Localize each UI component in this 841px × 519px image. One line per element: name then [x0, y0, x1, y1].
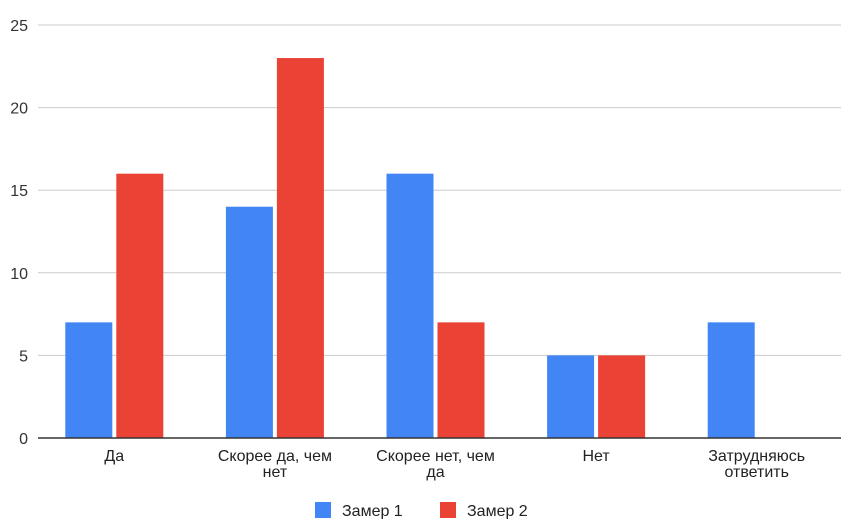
bar-2-4 — [598, 355, 646, 438]
gridlines — [38, 24, 841, 356]
bar-2-2 — [276, 58, 324, 438]
x-tick-label-line: Скорее нет, чем — [376, 448, 495, 465]
legend: Замер 1 Замер 2 — [315, 502, 528, 519]
y-tick-label: 20 — [10, 101, 28, 118]
y-tick-label: 5 — [19, 348, 28, 365]
bar-1-5 — [707, 322, 755, 438]
x-tick-label: Да — [104, 448, 124, 465]
y-tick-label: 25 — [10, 18, 28, 35]
axes: 0 5 10 15 20 25 Да Скорее да, чем нет Скорее нет,… — [10, 18, 841, 481]
bar-1-2 — [225, 206, 273, 438]
y-tick-label: 0 — [19, 431, 28, 448]
bar-1-4 — [547, 355, 595, 438]
x-tick-label-line: нет — [263, 464, 288, 481]
x-tick-label-line: Нет — [582, 448, 610, 465]
x-tick-label-line: Скорее да, чем — [218, 448, 332, 465]
bar-1-3 — [386, 173, 434, 438]
x-tick-label: Скорее нет, чем да — [376, 448, 495, 481]
x-tick-label: Нет — [582, 448, 610, 465]
bar-2-3 — [437, 322, 485, 438]
x-tick-label-line: ответить — [724, 464, 789, 481]
legend-label: Замер 2 — [467, 503, 528, 519]
x-tick-label-line: Да — [104, 448, 124, 465]
bar-1-1 — [65, 322, 113, 438]
legend-swatch — [315, 502, 331, 518]
x-tick-label: Затрудняюсь ответить — [708, 448, 805, 481]
y-tick-label: 15 — [10, 183, 28, 200]
y-tick-label: 10 — [10, 266, 28, 283]
legend-swatch — [440, 502, 456, 518]
x-tick-label-line: да — [426, 464, 444, 481]
x-tick-label: Скорее да, чем нет — [218, 448, 332, 481]
bars — [65, 58, 755, 438]
legend-label: Замер 1 — [342, 503, 403, 519]
x-tick-label-line: Затрудняюсь — [708, 448, 805, 465]
bar-2-1 — [116, 173, 164, 438]
